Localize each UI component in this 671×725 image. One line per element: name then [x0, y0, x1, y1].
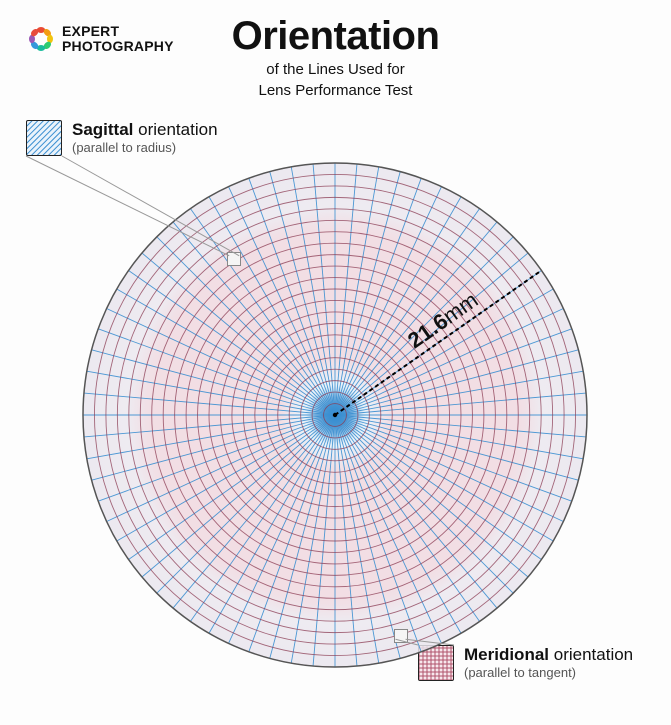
title-main: Orientation: [0, 14, 671, 59]
title-sub1: of the Lines Used for: [0, 61, 671, 80]
legend-sagittal-text: Sagittal orientation (parallel to radius…: [72, 120, 218, 155]
swatch-sagittal: [26, 120, 62, 156]
callout-box-sagittal: [227, 252, 241, 266]
legend-sagittal-sub: (parallel to radius): [72, 140, 218, 155]
title-block: Orientation of the Lines Used for Lens P…: [0, 14, 671, 101]
legend-sagittal-label: Sagittal orientation: [72, 120, 218, 140]
legend-sagittal: Sagittal orientation (parallel to radius…: [26, 120, 218, 156]
callout-box-meridional: [394, 629, 408, 643]
diagram: 21.6mm: [55, 160, 615, 720]
title-sub2: Lens Performance Test: [0, 82, 671, 101]
diagram-svg: [55, 160, 615, 720]
